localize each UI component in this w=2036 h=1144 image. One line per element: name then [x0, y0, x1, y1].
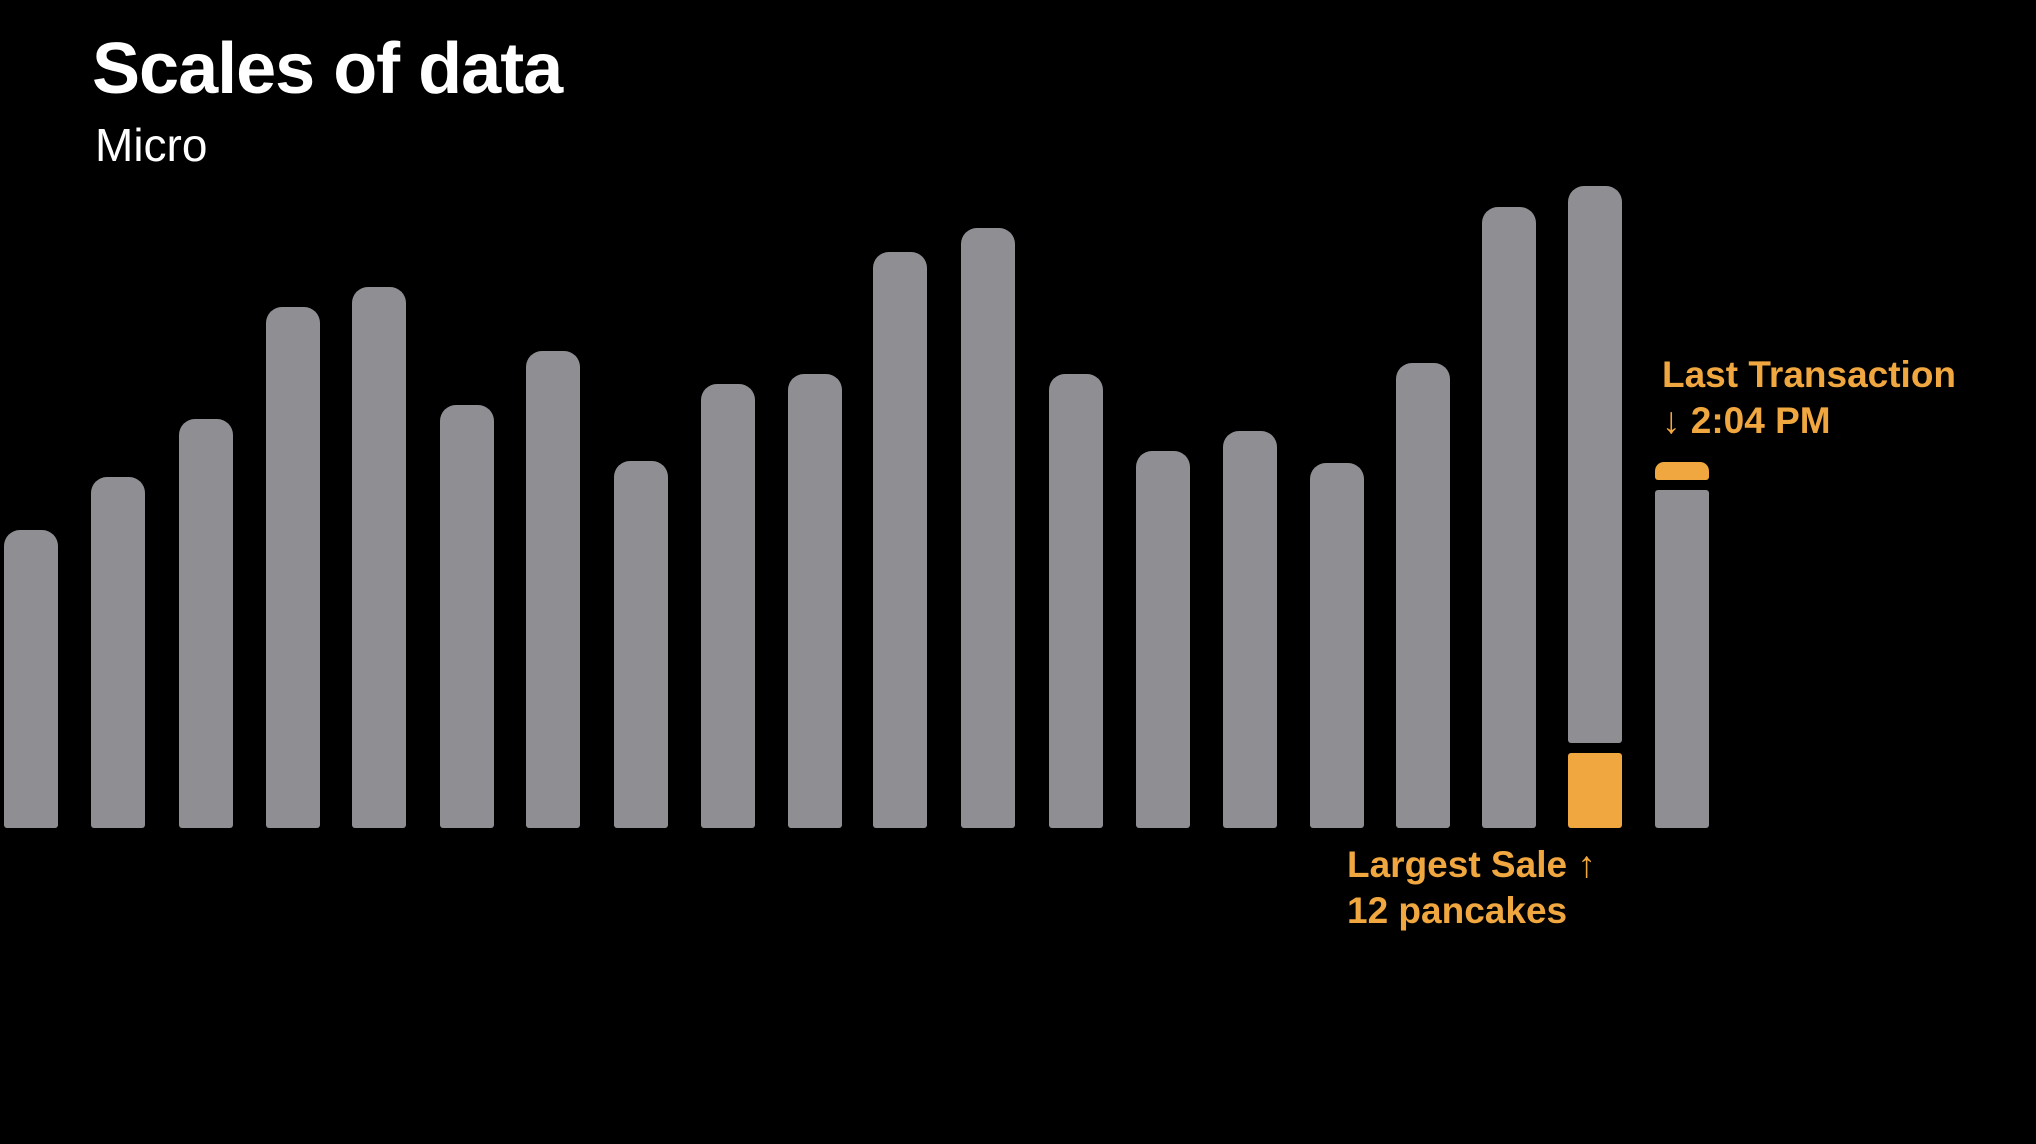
bar-19-largest-sale-segment	[1568, 186, 1622, 743]
last-transaction-label: Last Transaction ↓ 2:04 PM	[1662, 352, 1956, 444]
page-subtitle: Micro	[95, 119, 208, 171]
bar-16-segment	[1310, 463, 1364, 828]
bar-segment-largest-sale	[1568, 753, 1622, 828]
bar-20-last-transaction-segment	[1655, 490, 1709, 828]
bar-segment-last-transaction	[1655, 462, 1709, 480]
bar-1-segment	[4, 530, 58, 828]
last-transaction-line1: Last Transaction	[1662, 354, 1957, 395]
bar-12-segment	[961, 228, 1015, 828]
bar-2-segment	[91, 477, 145, 828]
bar-8-segment	[614, 461, 668, 828]
largest-sale-label: Largest Sale ↑ 12 pancakes	[1347, 842, 1596, 934]
bar-18-segment	[1482, 207, 1536, 828]
bar-13-segment	[1049, 374, 1103, 828]
bar-5-segment	[352, 287, 406, 828]
bar-14-segment	[1136, 451, 1190, 828]
bar-6-segment	[440, 405, 494, 828]
bar-11-segment	[873, 252, 927, 828]
page-title: Scales of data	[92, 29, 563, 109]
bar-15-segment	[1223, 431, 1277, 828]
bar-4-segment	[266, 307, 320, 828]
largest-sale-line1: Largest Sale ↑	[1347, 844, 1596, 885]
bar-10-segment	[788, 374, 842, 828]
bar-3-segment	[179, 419, 233, 828]
down-arrow-time-line: ↓ 2:04 PM	[1662, 400, 1831, 441]
bar-17-segment	[1396, 363, 1450, 828]
largest-sale-line2: 12 pancakes	[1347, 890, 1568, 931]
bar-9-segment	[701, 384, 755, 828]
bar-7-segment	[526, 351, 580, 828]
